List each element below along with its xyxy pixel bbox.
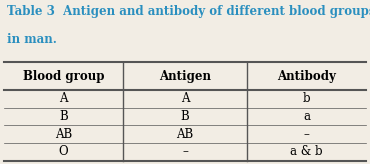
Text: in man.: in man. bbox=[7, 33, 57, 46]
Text: a & b: a & b bbox=[290, 145, 323, 158]
Text: –: – bbox=[303, 128, 309, 141]
Text: O: O bbox=[59, 145, 68, 158]
Text: A: A bbox=[181, 92, 189, 105]
Text: AB: AB bbox=[176, 128, 194, 141]
Text: B: B bbox=[181, 110, 189, 123]
Text: a: a bbox=[303, 110, 310, 123]
Text: Antibody: Antibody bbox=[277, 70, 336, 83]
Text: Blood group: Blood group bbox=[23, 70, 104, 83]
Text: AB: AB bbox=[55, 128, 72, 141]
Text: B: B bbox=[59, 110, 68, 123]
Text: b: b bbox=[303, 92, 310, 105]
Text: Table 3  Antigen and antibody of different blood groups: Table 3 Antigen and antibody of differen… bbox=[7, 5, 370, 18]
Text: A: A bbox=[59, 92, 68, 105]
Text: –: – bbox=[182, 145, 188, 158]
Text: Antigen: Antigen bbox=[159, 70, 211, 83]
